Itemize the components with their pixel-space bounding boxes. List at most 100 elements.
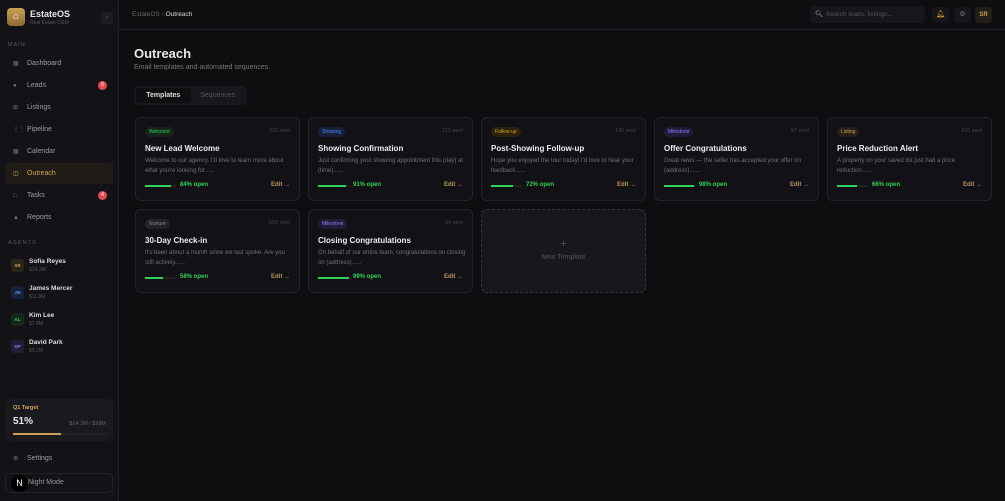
agent-name: Sofia Reyes xyxy=(29,258,66,265)
sent-count: 215 sent xyxy=(441,128,463,134)
sidebar-item-tasks[interactable]: □ Tasks 4 xyxy=(5,185,113,206)
open-rate-bar xyxy=(837,185,868,187)
target-amount: $14.2M / $28M xyxy=(69,421,106,427)
breadcrumb-root[interactable]: EstateOS xyxy=(132,11,160,18)
template-preview: Hope you enjoyed the tour today! I'd lov… xyxy=(491,158,634,174)
outreach-icon: ◫ xyxy=(13,171,19,177)
home-logo-icon: ⌂ xyxy=(7,8,25,26)
breadcrumb-separator: › xyxy=(161,11,164,18)
open-rate-bar xyxy=(318,277,349,279)
agent-avatar: JM xyxy=(11,286,24,299)
new-template-label: New Template xyxy=(541,254,586,261)
section-agents-label: AGENTS xyxy=(8,240,37,246)
template-preview: On behalf of our entire team, congratula… xyxy=(318,250,466,266)
template-card[interactable]: Showing 215 sent Showing Confirmation Ju… xyxy=(308,117,473,201)
agent-item[interactable]: DP David Park $3.1M xyxy=(11,339,63,354)
user-avatar[interactable]: SR xyxy=(975,7,992,23)
calendar-icon: ▦ xyxy=(13,149,19,155)
notifications-bell-icon[interactable]: 🔔︎ xyxy=(932,7,949,23)
sidebar-item-calendar[interactable]: ▦ Calendar xyxy=(5,141,113,162)
sent-count: 320 sent xyxy=(268,128,290,134)
agent-amount: $11.8M xyxy=(29,294,46,300)
category-tag: Showing xyxy=(318,127,346,137)
open-rate: 84% open xyxy=(180,182,209,188)
agent-item[interactable]: KL Kim Lee $7.4M xyxy=(11,312,54,327)
open-rate: 66% open xyxy=(872,182,901,188)
sent-count: 87 sent xyxy=(790,128,809,134)
tab-templates[interactable]: Templates xyxy=(136,88,191,103)
edit-link[interactable]: Edit → xyxy=(790,182,809,188)
plus-icon: + xyxy=(560,238,567,250)
template-card[interactable]: Nurture 560 sent 30-Day Check-in It's be… xyxy=(135,209,300,293)
edit-link[interactable]: Edit → xyxy=(963,182,982,188)
sent-count: 64 sent xyxy=(444,220,463,226)
sidebar-item-dashboard[interactable]: ▦ Dashboard xyxy=(5,53,113,74)
page-subtitle: Email templates and automated sequences. xyxy=(134,64,271,71)
agent-amount: $7.4M xyxy=(29,321,43,327)
template-card[interactable]: Milestone 87 sent Offer Congratulations … xyxy=(654,117,819,201)
tab-bar: Templates Sequences xyxy=(134,86,247,105)
template-preview: It's been about a month since we last sp… xyxy=(145,250,285,266)
template-title: Showing Confirmation xyxy=(318,144,404,153)
agent-name: David Park xyxy=(29,339,63,346)
agent-item[interactable]: JM James Mercer $11.8M xyxy=(11,285,72,300)
search-placeholder: Search leads, listings... xyxy=(826,11,893,18)
sidebar-item-label: Listings xyxy=(27,104,51,111)
open-rate: 99% open xyxy=(353,274,382,280)
category-tag: Nurture xyxy=(145,219,170,229)
edit-link[interactable]: Edit → xyxy=(271,182,290,188)
collapse-sidebar-button[interactable]: ‹ xyxy=(101,12,113,24)
sidebar-item-settings[interactable]: ⚙ Settings xyxy=(5,448,113,469)
edit-link[interactable]: Edit → xyxy=(271,274,290,280)
category-tag: Listing xyxy=(837,127,860,137)
open-rate-bar xyxy=(491,185,522,187)
listings-icon: ⊞ xyxy=(13,105,19,111)
settings-label: Settings xyxy=(27,455,53,462)
reports-icon: ▲ xyxy=(13,214,19,221)
open-rate-bar xyxy=(145,277,176,279)
edit-link[interactable]: Edit → xyxy=(617,182,636,188)
sidebar-item-outreach[interactable]: ◫ Outreach xyxy=(5,163,113,184)
app-name: EstateOS xyxy=(30,9,71,19)
search-input[interactable]: 🔍︎ Search leads, listings... xyxy=(810,6,925,23)
template-preview: Welcome to our agency. I'd love to learn… xyxy=(145,158,284,174)
tasks-icon: □ xyxy=(13,192,17,199)
tab-sequences[interactable]: Sequences xyxy=(200,92,236,99)
agent-name: James Mercer xyxy=(29,285,73,292)
night-mode-toggle[interactable]: Night Mode N xyxy=(5,473,113,493)
dashboard-icon: ▦ xyxy=(13,61,19,67)
sidebar-item-listings[interactable]: ⊞ Listings xyxy=(5,97,113,118)
template-card[interactable]: Milestone 64 sent Closing Congratulation… xyxy=(308,209,473,293)
gear-icon: ⚙ xyxy=(13,456,19,462)
sidebar-item-label: Calendar xyxy=(27,148,56,155)
template-title: 30-Day Check-in xyxy=(145,236,208,245)
sidebar-item-leads[interactable]: ● Leads 8 xyxy=(5,75,113,96)
sidebar-item-label: Leads xyxy=(27,82,47,89)
count-badge: 4 xyxy=(98,191,107,200)
sidebar-item-label: Dashboard xyxy=(27,60,62,67)
template-card[interactable]: Follow-up 198 sent Post-Showing Follow-u… xyxy=(481,117,646,201)
settings-button[interactable]: ⚙ xyxy=(954,7,971,23)
template-card[interactable]: Listing 410 sent Price Reduction Alert A… xyxy=(827,117,992,201)
sidebar-item-reports[interactable]: ▲ Reports xyxy=(5,207,113,228)
agent-item[interactable]: SR Sofia Reyes $14.2M xyxy=(11,258,66,273)
open-rate: 72% open xyxy=(526,182,555,188)
target-progress-bar xyxy=(13,433,107,435)
sidebar-item-label: Reports xyxy=(27,214,52,221)
template-card[interactable]: Welcome 320 sent New Lead Welcome Welcom… xyxy=(135,117,300,201)
edit-link[interactable]: Edit → xyxy=(444,274,463,280)
template-preview: Just confirming your showing appointment… xyxy=(318,158,464,174)
sent-count: 560 sent xyxy=(268,220,290,226)
breadcrumb: EstateOS › Outreach xyxy=(132,11,192,18)
theme-badge-icon: N xyxy=(11,475,28,492)
count-badge: 8 xyxy=(98,81,107,90)
pipeline-icon: ⋮⋮⋮ xyxy=(13,127,31,133)
sent-count: 410 sent xyxy=(960,128,982,134)
open-rate-bar xyxy=(664,185,695,187)
sidebar-item-pipeline[interactable]: ⋮⋮⋮ Pipeline xyxy=(5,119,113,140)
agent-avatar: DP xyxy=(11,340,24,353)
topbar: EstateOS › Outreach 🔍︎ Search leads, list… xyxy=(119,0,1005,30)
new-template-button[interactable]: + New Template xyxy=(481,209,646,293)
category-tag: Milestone xyxy=(664,127,694,137)
edit-link[interactable]: Edit → xyxy=(444,182,463,188)
